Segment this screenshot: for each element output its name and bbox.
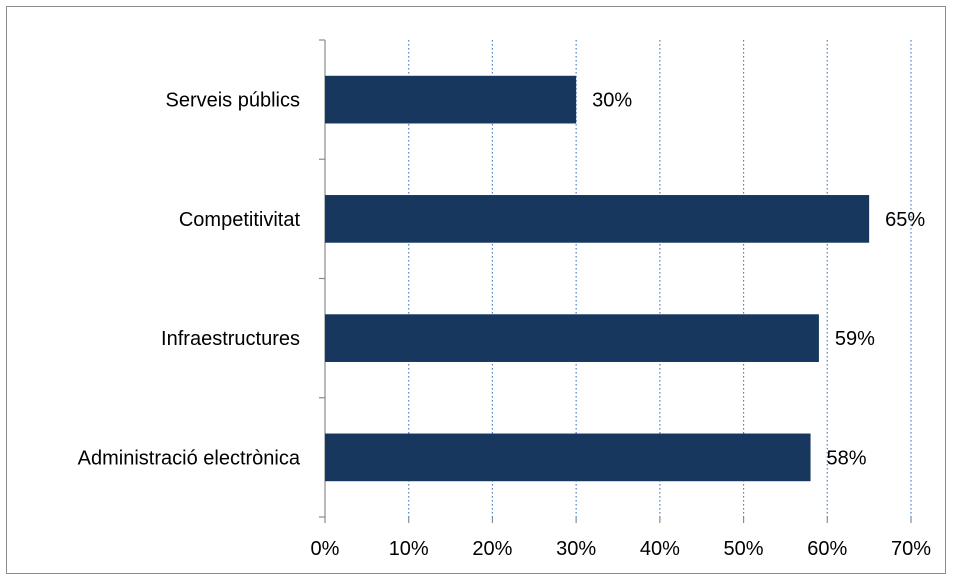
x-tick-label: 70%	[891, 538, 931, 560]
labels: 0% 10% 20% 30% 40% 50% 60% 70% Serveis públics 30…	[78, 90, 932, 560]
bars	[325, 75, 870, 482]
data-label: 30%	[592, 90, 632, 112]
x-tick-label: 0%	[311, 538, 340, 560]
category-label: Serveis públics	[165, 90, 300, 112]
x-tick-label: 50%	[724, 538, 764, 560]
x-tick-label: 40%	[640, 538, 680, 560]
category-label: Competitivitat	[179, 209, 301, 231]
data-label: 59%	[835, 328, 875, 350]
bar	[325, 195, 870, 243]
x-tick-label: 20%	[472, 538, 512, 560]
data-label: 58%	[827, 447, 867, 469]
bar	[325, 314, 819, 362]
x-tick-label: 30%	[556, 538, 596, 560]
category-label: Administració electrònica	[78, 447, 301, 469]
data-label: 65%	[885, 209, 925, 231]
bar	[325, 433, 811, 482]
x-tick-label: 10%	[389, 538, 429, 560]
x-tick-label: 60%	[807, 538, 847, 560]
category-label: Infraestructures	[161, 328, 300, 350]
bar	[325, 75, 577, 124]
